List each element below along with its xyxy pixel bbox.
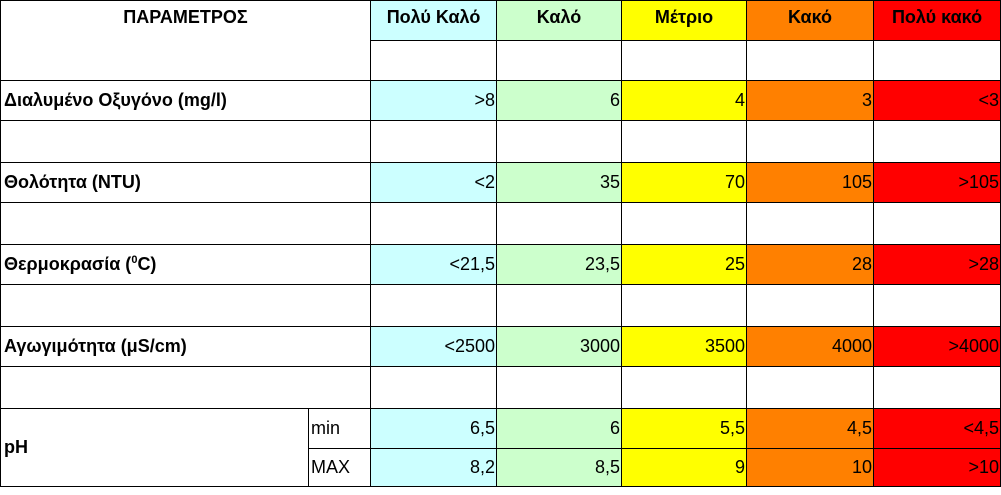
conductivity-good: 3000 <box>496 326 623 367</box>
spacer-cell <box>370 284 498 327</box>
spacer-cell <box>496 202 623 245</box>
ph-max-very-good: 8,2 <box>370 448 498 487</box>
oxygen-good: 6 <box>496 80 623 121</box>
temperature-bad: 28 <box>746 244 875 285</box>
spacer-cell <box>621 366 748 409</box>
temperature-moderate: 25 <box>621 244 748 285</box>
spacer-cell <box>873 40 1001 81</box>
ph-max-very-bad: >10 <box>873 448 1001 487</box>
conductivity-bad: 4000 <box>746 326 875 367</box>
table-row: pH min 6,5 6 5,5 4,5 <4,5 <box>0 408 1001 487</box>
ph-max-moderate: 9 <box>621 448 748 487</box>
spacer-cell <box>496 366 623 409</box>
ph-min-good: 6 <box>496 408 623 449</box>
oxygen-very-bad: <3 <box>873 80 1001 121</box>
oxygen-label: Διαλυμένο Οξυγόνο (mg/l) <box>0 80 372 121</box>
table-row: Διαλυμένο Οξυγόνο (mg/l) >8 6 4 3 <3 <box>0 80 1001 121</box>
spacer-cell <box>873 202 1001 245</box>
turbidity-very-bad: >105 <box>873 162 1001 203</box>
spacer-row <box>0 120 1001 163</box>
turbidity-bad: 105 <box>746 162 875 203</box>
spacer-cell <box>370 202 498 245</box>
class-header-good: Καλό <box>496 0 623 41</box>
spacer-cell <box>621 40 748 81</box>
ph-min-moderate: 5,5 <box>621 408 748 449</box>
spacer-cell <box>370 366 498 409</box>
ph-max-good: 8,5 <box>496 448 623 487</box>
spacer-cell <box>746 366 875 409</box>
spacer-cell <box>746 120 875 163</box>
ph-min-very-bad: <4,5 <box>873 408 1001 449</box>
spacer-row <box>0 366 1001 409</box>
ph-max-label: MAX <box>307 448 372 487</box>
spacer-cell <box>746 284 875 327</box>
spacer-cell <box>496 284 623 327</box>
spacer-cell <box>621 202 748 245</box>
conductivity-label: Αγωγιμότητα (μS/cm) <box>0 326 372 367</box>
spacer-cell <box>621 284 748 327</box>
spacer-cell <box>746 40 875 81</box>
spacer-cell <box>873 366 1001 409</box>
spacer-cell <box>370 40 498 81</box>
class-header-moderate: Μέτριο <box>621 0 748 41</box>
temperature-good: 23,5 <box>496 244 623 285</box>
ph-label: pH <box>0 408 309 487</box>
oxygen-very-good: >8 <box>370 80 498 121</box>
ph-min-bad: 4,5 <box>746 408 875 449</box>
table-row: Αγωγιμότητα (μS/cm) <2500 3000 3500 4000… <box>0 326 1001 367</box>
class-header-bad: Κακό <box>746 0 875 41</box>
parameter-header: ΠΑΡΑΜΕΤΡΟΣ <box>0 0 372 81</box>
ph-max-bad: 10 <box>746 448 875 487</box>
oxygen-moderate: 4 <box>621 80 748 121</box>
conductivity-very-good: <2500 <box>370 326 498 367</box>
temperature-very-good: <21,5 <box>370 244 498 285</box>
ph-min-label: min <box>307 408 372 449</box>
temperature-label-superscript: 0 <box>131 254 138 266</box>
class-header-very-bad: Πολύ κακό <box>873 0 1001 41</box>
spacer-cell <box>0 120 372 163</box>
temperature-label-unit: C) <box>137 254 157 274</box>
temperature-very-bad: >28 <box>873 244 1001 285</box>
spacer-cell <box>0 284 372 327</box>
spacer-row <box>0 284 1001 327</box>
turbidity-good: 35 <box>496 162 623 203</box>
oxygen-bad: 3 <box>746 80 875 121</box>
turbidity-label: Θολότητα (NTU) <box>0 162 372 203</box>
turbidity-moderate: 70 <box>621 162 748 203</box>
class-header-very-good: Πολύ Καλό <box>370 0 498 41</box>
temperature-label: Θερμοκρασία (0C) <box>0 244 372 285</box>
spacer-cell <box>746 202 875 245</box>
header-row: ΠΑΡΑΜΕΤΡΟΣ Πολύ Καλό Καλό Μέτριο Κακό Πο… <box>0 0 1001 81</box>
table-row: MAX 8,2 8,5 9 10 >10 <box>1 448 1001 487</box>
table-row: Θολότητα (NTU) <2 35 70 105 >105 <box>0 162 1001 203</box>
conductivity-very-bad: >4000 <box>873 326 1001 367</box>
spacer-cell <box>873 284 1001 327</box>
temperature-label-text: Θερμοκρασία ( <box>4 254 132 274</box>
spacer-cell <box>496 40 623 81</box>
spacer-cell <box>621 120 748 163</box>
spacer-cell <box>370 120 498 163</box>
spacer-cell <box>0 366 372 409</box>
conductivity-moderate: 3500 <box>621 326 748 367</box>
spacer-cell <box>0 202 372 245</box>
spacer-cell <box>873 120 1001 163</box>
spacer-row <box>0 202 1001 245</box>
ph-min-very-good: 6,5 <box>370 408 498 449</box>
turbidity-very-good: <2 <box>370 162 498 203</box>
spacer-cell <box>496 120 623 163</box>
table-row: Θερμοκρασία (0C) <21,5 23,5 25 28 >28 <box>0 244 1001 285</box>
